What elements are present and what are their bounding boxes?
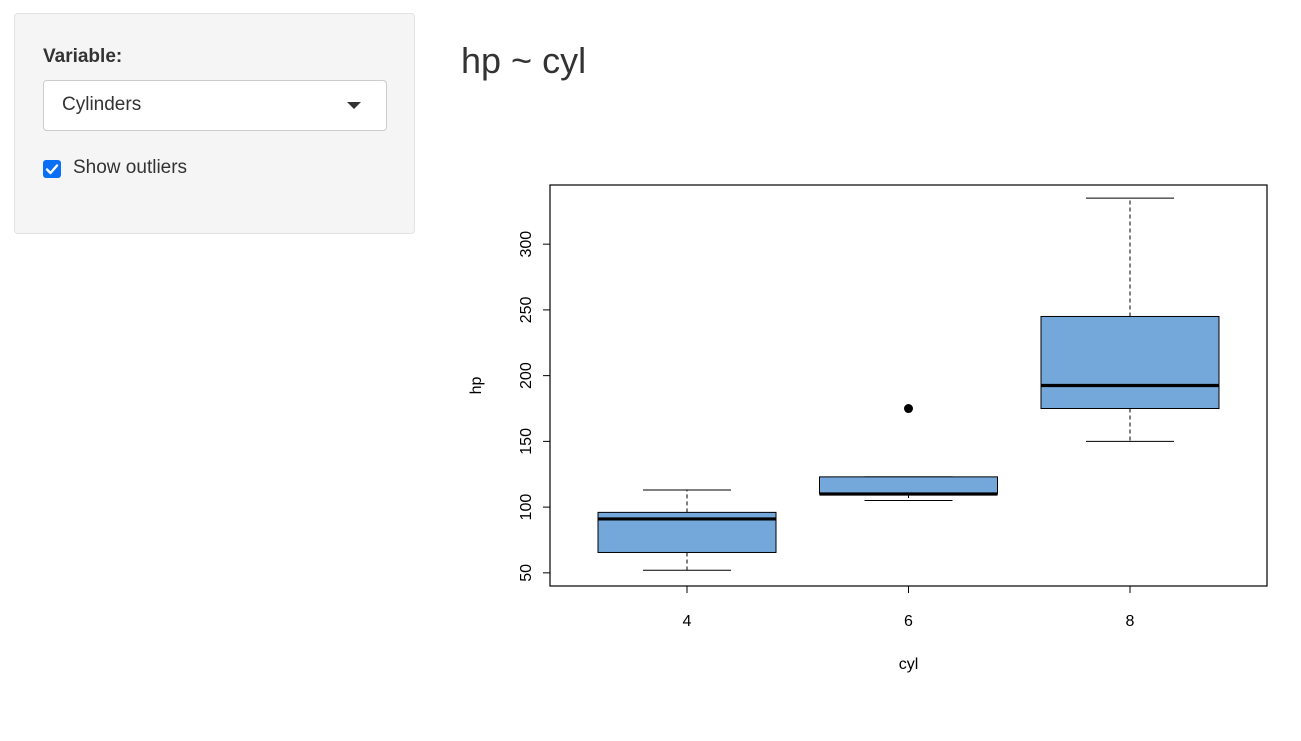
boxplot-chart: 50 100 150 200 250 300 4 6 8 cyl hp [468, 184, 1268, 673]
show-outliers-checkbox[interactable] [43, 160, 61, 178]
checkmark-icon [45, 164, 59, 175]
y-tick-label: 200 [518, 362, 535, 389]
sidebar-panel: Variable: Cylinders Show outliers [14, 13, 415, 234]
y-axis-label: hp [468, 377, 485, 395]
y-tick-label: 300 [518, 231, 535, 258]
variable-label: Variable: [43, 46, 123, 67]
plot-title: hp ~ cyl [461, 40, 587, 81]
x-tick-label: 4 [683, 613, 692, 630]
y-tick-label: 150 [518, 428, 535, 455]
x-axis-label: cyl [899, 656, 919, 673]
variable-select[interactable]: Cylinders [43, 80, 387, 131]
y-tick-label: 50 [518, 564, 535, 582]
box-body [1040, 315, 1220, 410]
y-tick-label: 100 [518, 494, 535, 521]
chevron-down-icon[interactable] [347, 102, 361, 109]
show-outliers-label: Show outliers [73, 157, 188, 178]
x-tick-label: 8 [1126, 613, 1135, 630]
y-tick-label: 250 [518, 296, 535, 323]
outlier-point [904, 404, 913, 414]
box-body [819, 476, 998, 495]
x-tick-label: 6 [904, 613, 913, 630]
variable-select-value: Cylinders [62, 94, 142, 115]
